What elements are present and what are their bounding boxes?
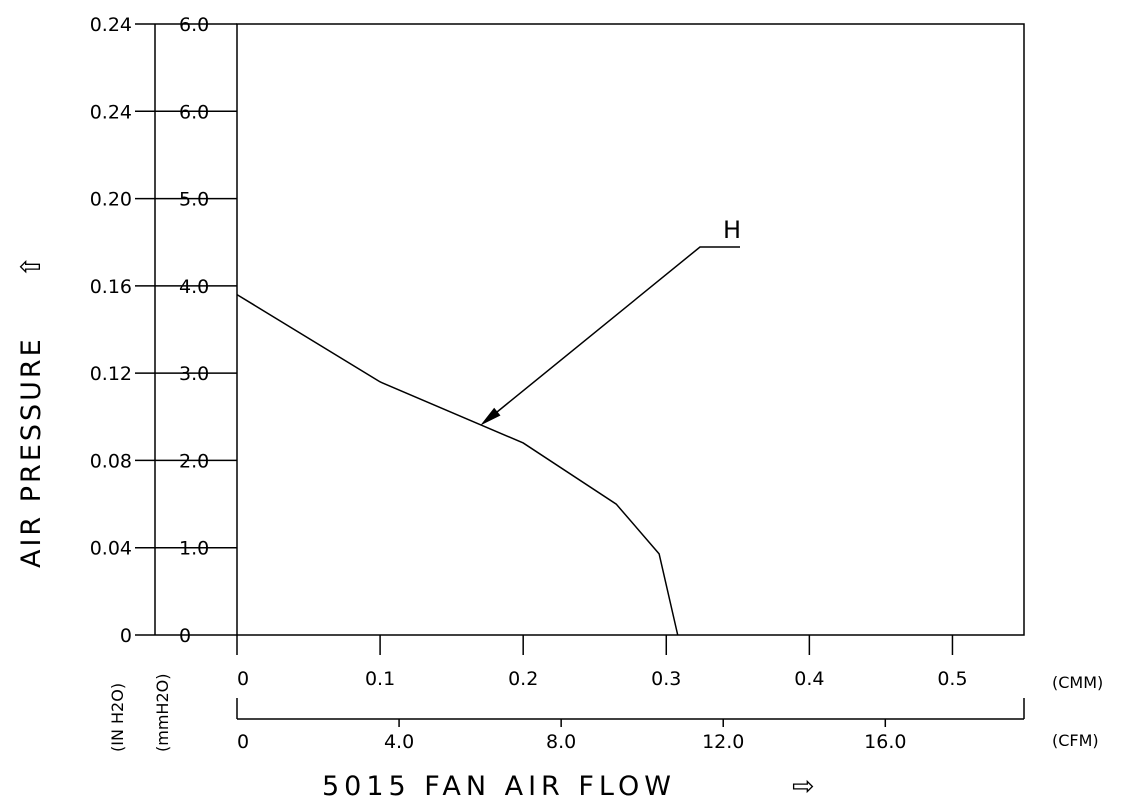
x-tick-label-cmm: 0	[237, 668, 249, 690]
y-axis-title: AIR PRESSURE	[16, 336, 47, 568]
x-tick-label-cfm: 8.0	[546, 731, 576, 753]
y-tick-label-inh2o: 0.20	[90, 189, 132, 211]
x-unit-secondary: (CFM)	[1052, 731, 1099, 750]
y-tick-label-mmh2o: 1.0	[179, 538, 209, 560]
x-axis: 0 0.1 0.2 0.3 0.4 0.5 0 4.0 8.0 12.0 16.0	[236, 635, 1025, 753]
y-tick-label-inh2o: 0.12	[90, 363, 132, 385]
y-axis: 0 0 1.0 0.04 2.0 0.08 3.0 0.12 4.0 0.16 5.0 0.20 6.0…	[90, 14, 237, 647]
y-tick-label-inh2o: 0.08	[90, 450, 132, 472]
y-axis-up-arrow: ⇧	[16, 252, 47, 278]
x-tick-label-cmm: 0.4	[794, 668, 824, 690]
x-tick-label-cmm: 0.3	[651, 668, 681, 690]
x-tick-label-cfm: 16.0	[864, 731, 906, 753]
series-layer	[236, 293, 679, 636]
annotation-arrowhead	[480, 407, 501, 426]
y-tick-label-mmh2o: 0	[179, 625, 191, 647]
y-tick-label-mmh2o: 6.0	[179, 101, 209, 123]
y-tick-label-inh2o: 0.16	[90, 276, 132, 298]
y-tick-label-inh2o: 0	[120, 625, 132, 647]
x-tick-label-cfm: 12.0	[702, 731, 744, 753]
x-tick-label-cfm: 4.0	[384, 731, 414, 753]
annotation-layer: H	[480, 216, 741, 426]
annotation-leader	[489, 246, 740, 419]
annotation-label: H	[723, 216, 741, 244]
y-tick-label-inh2o: 0.04	[90, 538, 132, 560]
y-tick-label-inh2o: 0.24	[90, 101, 132, 123]
y-unit-inh2o: (IN H2O)	[108, 683, 127, 752]
x-tick-label-cfm: 0	[237, 731, 249, 753]
y-unit-mmh2o: (mmH2O)	[153, 674, 172, 752]
y-tick-label-mmh2o: 6.0	[179, 14, 209, 36]
y-tick-label-mmh2o: 2.0	[179, 450, 209, 472]
y-tick-label-mmh2o: 4.0	[179, 276, 209, 298]
x-tick-label-cmm: 0.1	[365, 668, 395, 690]
y-tick-label-mmh2o: 5.0	[179, 189, 209, 211]
x-axis-right-arrow: ⇨	[792, 771, 820, 802]
series-line-h	[236, 293, 679, 636]
x-tick-label-cmm: 0.5	[937, 668, 967, 690]
y-tick-label-mmh2o: 3.0	[179, 363, 209, 385]
plot-frame	[236, 23, 1025, 636]
y-tick-label-inh2o: 0.24	[90, 14, 132, 36]
x-unit-primary: (CMM)	[1052, 673, 1103, 692]
x-tick-label-cmm: 0.2	[508, 668, 538, 690]
x-axis-title: 5015 FAN AIR FLOW	[322, 771, 676, 802]
